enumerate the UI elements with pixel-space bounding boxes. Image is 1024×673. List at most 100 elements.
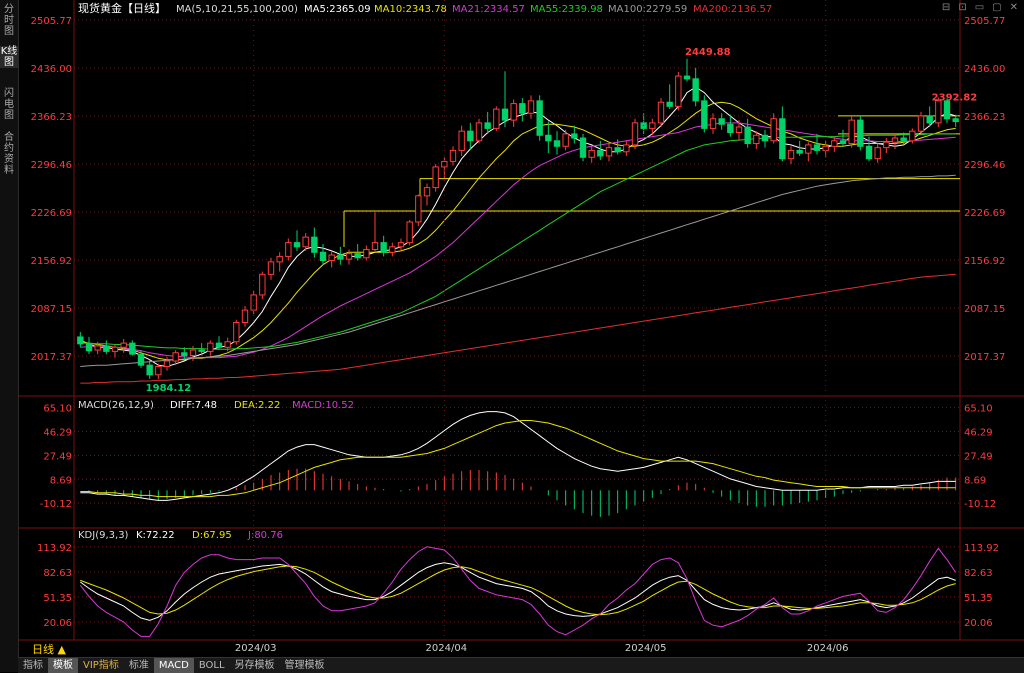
kdj-legend-3: J:80.76 xyxy=(247,530,283,541)
candle-body xyxy=(415,195,422,223)
macd-ytick-right: 27.49 xyxy=(964,451,993,462)
candle-body xyxy=(328,254,335,262)
candle-body xyxy=(319,251,327,262)
window-icon-2[interactable]: ▭ xyxy=(974,2,985,13)
candle-body xyxy=(527,100,535,114)
candle-body xyxy=(207,342,214,352)
candle-body xyxy=(675,75,682,107)
candle-body xyxy=(501,108,509,121)
candle-body xyxy=(233,321,240,343)
candle-body xyxy=(943,100,951,120)
bottom-tab-6[interactable]: 另存模板 xyxy=(234,660,275,671)
candle-body xyxy=(796,149,803,154)
candle-body xyxy=(553,140,561,147)
candle-body xyxy=(909,130,916,142)
macd-ytick-right: 8.69 xyxy=(964,475,986,486)
candle-body xyxy=(189,349,197,357)
ma-legend-4: MA55:2339.98 xyxy=(530,4,603,15)
candle-body xyxy=(484,122,491,129)
candle-body xyxy=(588,149,595,158)
candle-body xyxy=(831,140,838,147)
main-ytick-left: 2087.15 xyxy=(31,304,72,315)
window-icon-4[interactable]: ✕ xyxy=(1009,2,1018,13)
window-controls: ⊟ ⊡ ▭ ▢ ✕ xyxy=(934,2,1018,13)
window-icon-1[interactable]: ⊡ xyxy=(958,2,967,13)
side-tab-0[interactable]: 分时图 xyxy=(4,4,14,37)
main-ytick-right: 2505.77 xyxy=(964,16,1005,27)
candle-body xyxy=(293,242,301,248)
bottom-tab-2[interactable]: VIP指标 xyxy=(83,660,119,671)
candle-body xyxy=(857,119,864,147)
candle-body xyxy=(874,147,881,160)
ma-line-ma55 xyxy=(80,133,956,350)
candle-body xyxy=(129,342,136,355)
kdj-ytick-right: 113.92 xyxy=(964,543,999,554)
kdj-d-line xyxy=(80,565,956,616)
ma-line-ma21 xyxy=(80,122,956,359)
period-selector[interactable]: 日线 ▲ xyxy=(32,643,66,656)
candle-body xyxy=(475,122,483,142)
bottom-tab-7[interactable]: 管理模板 xyxy=(284,660,325,671)
candle-body xyxy=(779,118,786,160)
macd-legend-3: MACD:10.52 xyxy=(292,400,354,411)
candle-body xyxy=(536,100,543,136)
candle-body xyxy=(302,236,309,248)
side-tab-1[interactable]: K线图 xyxy=(0,46,18,68)
macd-ytick-right: 65.10 xyxy=(964,404,993,415)
kdj-legend-1: K:72.22 xyxy=(136,530,175,541)
candle-body xyxy=(761,134,769,142)
window-icon-0[interactable]: ⊟ xyxy=(941,2,951,13)
kdj-legend-2: D:67.95 xyxy=(192,530,232,541)
ma-line-ma200 xyxy=(80,273,956,384)
main-ytick-right: 2366.23 xyxy=(964,112,1005,123)
macd-ytick-left: 65.10 xyxy=(43,404,72,415)
x-tick-label: 2024/06 xyxy=(807,643,849,654)
main-ytick-left: 2436.00 xyxy=(31,64,72,75)
candle-body xyxy=(657,101,665,124)
candle-body xyxy=(666,101,673,107)
candle-body xyxy=(259,273,266,296)
macd-ytick-left: 46.29 xyxy=(43,428,72,439)
macd-legend-2: DEA:2.22 xyxy=(234,400,280,411)
candle-body xyxy=(510,103,517,121)
side-tab-2[interactable]: 闪电图 xyxy=(4,88,14,121)
bottom-tab-5[interactable]: BOLL xyxy=(198,660,225,671)
candle-body xyxy=(94,345,101,351)
window-icon-3[interactable]: ▢ xyxy=(992,2,1002,13)
macd-ytick-left: -10.12 xyxy=(40,499,72,510)
candle-body xyxy=(839,140,847,145)
candle-body xyxy=(103,345,110,352)
side-tab-3[interactable]: 合约资料 xyxy=(4,132,14,176)
bottom-tab-1[interactable]: 模板 xyxy=(48,658,78,673)
kdj-ytick-left: 20.06 xyxy=(43,618,72,629)
candle-body xyxy=(735,126,743,134)
candle-body xyxy=(467,130,474,142)
candle-body xyxy=(891,137,899,143)
candle-body xyxy=(337,254,344,260)
candle-body xyxy=(848,119,855,145)
candle-body xyxy=(701,100,708,129)
high-annotation: 2449.88 xyxy=(685,47,731,58)
ma-line-ma100 xyxy=(80,174,956,367)
candle-body xyxy=(649,122,656,129)
ma-legend-6: MA200:2136.57 xyxy=(693,4,772,15)
candle-body xyxy=(493,108,500,129)
bottom-tab-3[interactable]: 标准 xyxy=(128,660,149,671)
candle-body xyxy=(692,78,699,102)
candle-body xyxy=(250,294,257,311)
ma-legend-3: MA21:2334.57 xyxy=(452,4,525,15)
main-ytick-right: 2296.46 xyxy=(964,160,1005,171)
macd-diff-line xyxy=(80,411,956,501)
candle-body xyxy=(380,242,387,253)
candle-body xyxy=(917,115,925,132)
candle-body xyxy=(111,346,119,352)
chart-title: 现货黄金【日线】 xyxy=(78,1,166,15)
ma-legend-0: MA(5,10,21,55,100,200) xyxy=(176,4,298,15)
candle-body xyxy=(423,187,431,197)
candle-body xyxy=(952,118,959,123)
candle-body xyxy=(172,352,179,362)
candle-body xyxy=(155,366,162,376)
bottom-tab-4[interactable]: MACD xyxy=(153,658,194,673)
bottom-tab-0[interactable]: 指标 xyxy=(23,660,43,671)
candle-body xyxy=(718,118,725,125)
